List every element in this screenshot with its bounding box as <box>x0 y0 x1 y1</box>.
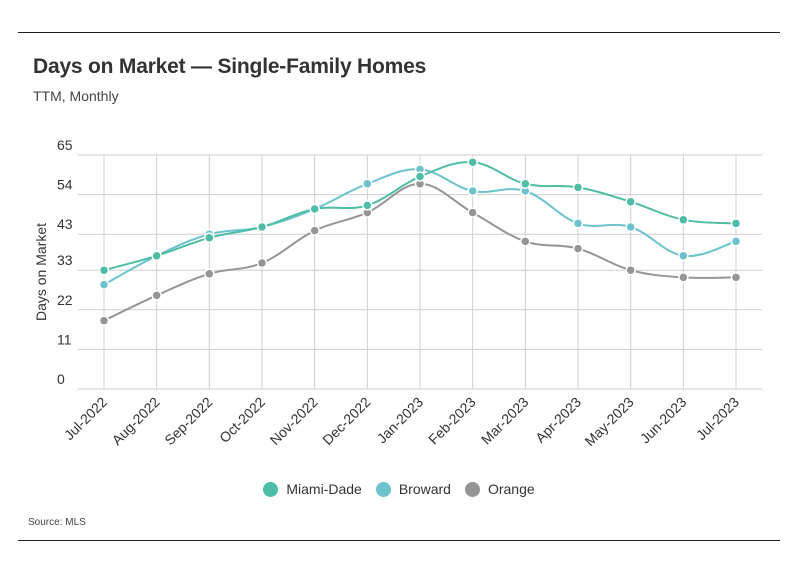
data-point-broward <box>730 236 742 247</box>
data-point-orange <box>520 236 531 247</box>
data-point-miami-dade <box>467 156 478 168</box>
data-point-miami-dade <box>730 218 742 229</box>
x-tick-label: Sep-2022 <box>161 394 215 448</box>
data-point-broward <box>678 250 689 262</box>
legend-swatch <box>464 481 480 497</box>
y-tick-label: 65 <box>57 137 73 153</box>
data-point-orange <box>204 268 215 280</box>
data-point-orange <box>98 315 110 326</box>
data-point-broward <box>467 185 478 197</box>
data-point-miami-dade <box>414 171 426 182</box>
y-axis-label: Days on Market <box>33 223 49 321</box>
data-point-miami-dade <box>98 264 110 276</box>
data-point-miami-dade <box>256 221 268 233</box>
legend-label: Miami-Dade <box>286 481 362 497</box>
x-tick-label: Dec-2022 <box>319 394 373 448</box>
data-point-miami-dade <box>362 200 373 211</box>
x-tick-label: Apr-2023 <box>532 394 584 446</box>
data-point-miami-dade <box>204 232 215 244</box>
data-point-miami-dade <box>625 196 636 208</box>
x-tick-label: Aug-2022 <box>109 394 163 448</box>
data-point-miami-dade <box>678 214 689 226</box>
data-point-broward <box>362 178 373 190</box>
chart-legend: Miami-Dade Broward Orange <box>0 481 798 497</box>
legend-swatch <box>375 481 391 497</box>
legend-swatch <box>263 481 279 497</box>
top-rule <box>18 32 780 33</box>
data-point-broward <box>625 221 636 233</box>
x-tick-label: Jan-2023 <box>374 394 427 447</box>
y-tick-label: 54 <box>57 177 73 193</box>
x-tick-label: Jul-2022 <box>61 394 110 443</box>
x-tick-label: Mar-2023 <box>478 394 532 448</box>
legend-item-broward: Broward <box>375 481 451 497</box>
data-point-orange <box>730 272 742 283</box>
data-point-orange <box>151 290 162 301</box>
data-point-miami-dade <box>520 178 531 190</box>
y-tick-label: 22 <box>57 292 73 308</box>
legend-item-orange: Orange <box>464 481 535 497</box>
legend-item-miami-dade: Miami-Dade <box>263 481 362 497</box>
x-tick-label: Nov-2022 <box>267 394 321 448</box>
data-point-miami-dade <box>572 182 584 193</box>
y-tick-label: 43 <box>57 216 73 232</box>
data-point-broward <box>572 218 584 229</box>
legend-label: Broward <box>398 481 451 497</box>
data-point-miami-dade <box>309 203 320 215</box>
data-point-orange <box>467 207 478 218</box>
data-point-orange <box>256 257 268 269</box>
chart-subtitle: TTM, Monthly <box>33 88 119 104</box>
chart-title: Days on Market — Single-Family Homes <box>33 55 427 78</box>
data-point-orange <box>625 264 636 276</box>
y-tick-label: 33 <box>57 252 73 268</box>
source-note: Source: MLS <box>28 517 86 528</box>
x-tick-label: Feb-2023 <box>425 394 479 448</box>
y-tick-label: 11 <box>57 331 72 347</box>
x-tick-label: Oct-2022 <box>216 394 268 446</box>
x-tick-label: May-2023 <box>581 394 636 449</box>
data-point-orange <box>678 272 689 283</box>
data-point-orange <box>572 243 584 254</box>
data-point-orange <box>309 225 320 236</box>
x-tick-label: Jun-2023 <box>637 394 690 447</box>
data-point-broward <box>98 279 110 290</box>
x-tick-label: Jul-2023 <box>693 394 742 443</box>
legend-label: Orange <box>487 481 535 497</box>
data-point-miami-dade <box>151 250 162 262</box>
bottom-rule <box>18 540 780 541</box>
y-tick-label: 0 <box>57 371 65 387</box>
